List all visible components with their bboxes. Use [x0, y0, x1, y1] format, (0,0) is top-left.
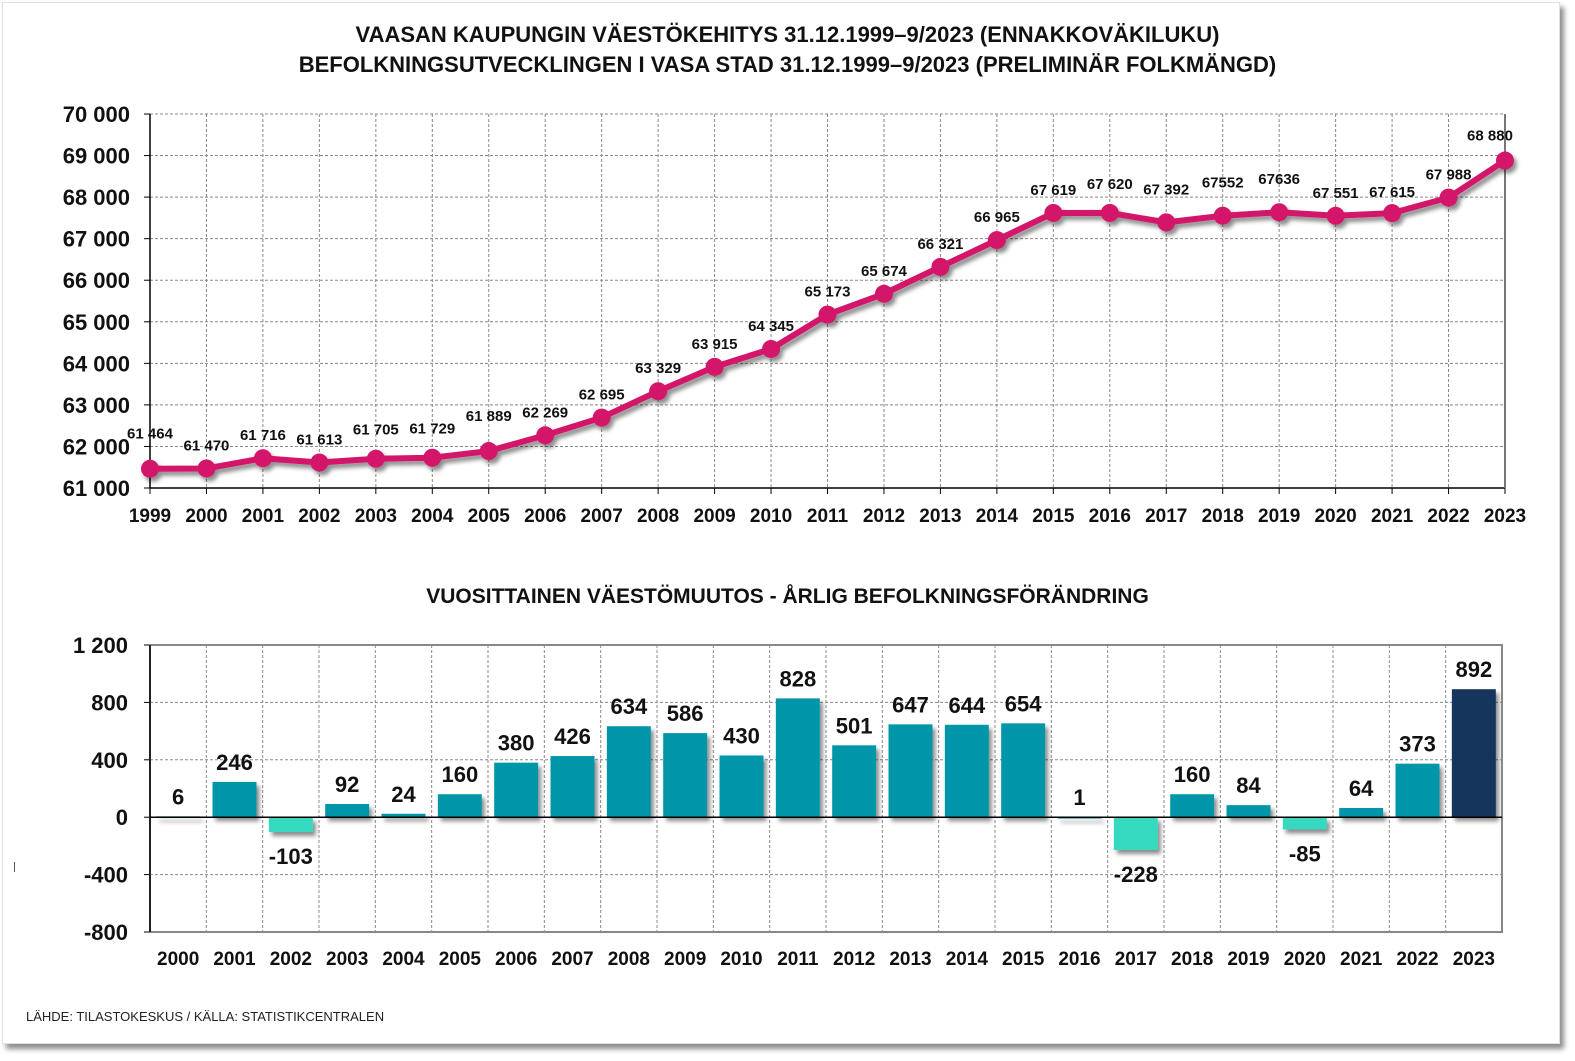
population-point — [479, 442, 498, 461]
line-ytick-label: 63 000 — [63, 393, 130, 418]
line-xtick-label: 2022 — [1427, 506, 1469, 527]
population-point — [1439, 188, 1458, 207]
line-chart-title-fi: VAASAN KAUPUNGIN VÄESTÖKEHITYS 31.12.199… — [355, 22, 1220, 47]
population-point — [1270, 203, 1289, 222]
population-point — [1157, 213, 1176, 232]
population-data-label: 62 695 — [579, 387, 625, 404]
population-data-label: 61 464 — [127, 426, 174, 443]
population-point — [1044, 203, 1063, 222]
population-point — [931, 257, 950, 276]
line-xtick-label: 2007 — [581, 506, 623, 527]
population-data-label: 67 615 — [1369, 184, 1415, 201]
line-xtick-label: 2016 — [1089, 506, 1131, 527]
population-data-label: 61 716 — [240, 427, 286, 444]
population-point — [197, 459, 216, 478]
line-xtick-label: 2021 — [1371, 506, 1414, 527]
line-xtick-label: 2002 — [298, 506, 340, 527]
line-xtick-label: 2014 — [976, 506, 1019, 527]
population-data-label: 61 889 — [466, 408, 512, 425]
line-xtick-label: 2015 — [1032, 506, 1075, 527]
population-data-label: 63 329 — [635, 360, 681, 377]
line-ytick-label: 66 000 — [63, 268, 130, 293]
line-xtick-label: 1999 — [129, 506, 171, 527]
population-data-label: 65 674 — [861, 263, 908, 280]
population-data-label: 65 173 — [805, 284, 851, 301]
population-data-label: 63 915 — [692, 336, 738, 353]
population-point — [592, 408, 611, 427]
line-xtick-label: 2003 — [355, 506, 397, 527]
population-point — [705, 357, 724, 376]
population-point — [253, 449, 272, 468]
line-chart-title-sv: BEFOLKNINGSUTVECKLINGEN I VASA STAD 31.1… — [298, 52, 1277, 77]
population-data-label: 67 988 — [1426, 167, 1472, 184]
line-ytick-label: 70 000 — [63, 102, 130, 127]
population-data-label: 66 965 — [974, 209, 1020, 226]
line-chart: 61 000 62 000 63 000 64 000 65 000 66 000 67 0… — [63, 102, 1526, 527]
line-xtick-label: 2005 — [468, 506, 511, 527]
line-xtick-label: 2012 — [863, 506, 905, 527]
line-xtick-label: 2008 — [637, 506, 679, 527]
population-point — [1100, 203, 1119, 222]
population-point — [1383, 204, 1402, 223]
line-xtick-label: 2009 — [693, 506, 735, 527]
population-data-label: 68 880 — [1467, 128, 1513, 145]
population-data-label: 61 470 — [184, 437, 230, 454]
stray-mark — [14, 862, 15, 872]
population-point — [423, 448, 442, 467]
population-point — [987, 231, 1006, 250]
line-ytick-label: 69 000 — [63, 144, 130, 169]
line-xtick-label: 2000 — [185, 506, 227, 527]
line-xtick-label: 2004 — [411, 506, 454, 527]
population-data-label: 67 392 — [1143, 181, 1189, 198]
population-data-label: 67552 — [1202, 175, 1244, 192]
line-xtick-label: 2020 — [1314, 506, 1356, 527]
population-data-label: 67 620 — [1087, 176, 1133, 193]
line-xtick-label: 2001 — [242, 506, 285, 527]
line-ytick-label: 61 000 — [63, 476, 130, 501]
line-xtick-label: 2013 — [919, 506, 961, 527]
line-xtick-label: 2006 — [524, 506, 566, 527]
population-point — [762, 339, 781, 358]
population-data-label: 61 613 — [296, 432, 342, 449]
population-point — [874, 284, 893, 303]
population-data-label: 61 705 — [353, 422, 399, 439]
population-data-label: 61 729 — [409, 421, 455, 438]
line-ytick-label: 65 000 — [63, 310, 130, 335]
bar-chart-title: VUOSITTAINEN VÄESTÖMUUTOS - ÅRLIG BEFOLK… — [426, 585, 1149, 608]
population-data-label: 64 345 — [748, 318, 794, 335]
line-ytick-label: 68 000 — [63, 185, 130, 210]
line-xtick-label: 2011 — [807, 506, 849, 527]
population-point — [818, 305, 837, 324]
line-xtick-label: 2018 — [1202, 506, 1244, 527]
population-point — [649, 382, 668, 401]
population-data-label: 67 551 — [1313, 185, 1359, 202]
population-point — [1213, 206, 1232, 225]
line-xtick-label: 2019 — [1258, 506, 1300, 527]
line-ytick-label: 64 000 — [63, 351, 130, 376]
source-note: LÄHDE: TILASTOKESKUS / KÄLLA: STATISTIKC… — [26, 1009, 385, 1024]
line-ytick-label: 67 000 — [63, 227, 130, 252]
population-point — [141, 459, 159, 478]
population-point — [1496, 151, 1514, 170]
line-xtick-label: 2010 — [750, 506, 792, 527]
population-point — [310, 453, 329, 472]
line-xtick-label: 2023 — [1484, 506, 1526, 527]
population-data-label: 67636 — [1258, 171, 1300, 188]
population-data-label: 67 619 — [1030, 182, 1076, 199]
population-data-label: 62 269 — [522, 404, 568, 421]
population-point — [536, 426, 555, 445]
population-point — [366, 449, 385, 468]
population-point — [1326, 206, 1345, 225]
population-data-label: 66 321 — [917, 236, 963, 253]
line-xtick-label: 2017 — [1145, 506, 1187, 527]
line-ytick-label: 62 000 — [63, 434, 130, 459]
